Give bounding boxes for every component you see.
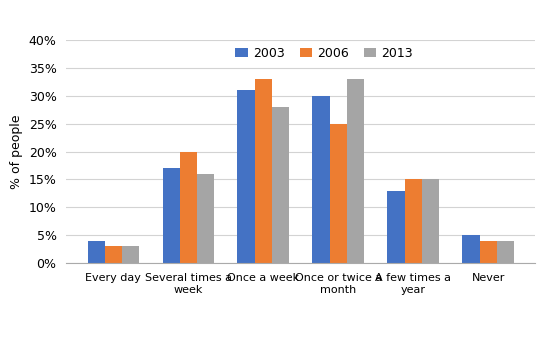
Bar [312, 96, 330, 263]
Bar [162, 168, 180, 263]
Bar [237, 90, 254, 263]
Bar [197, 174, 214, 263]
Legend: 2003, 2006, 2013: 2003, 2006, 2013 [236, 47, 413, 60]
Bar [105, 246, 122, 263]
Bar [388, 190, 405, 263]
Bar [480, 241, 497, 263]
Bar [347, 79, 364, 263]
Bar [330, 124, 347, 263]
Bar [463, 235, 480, 263]
Bar [254, 79, 272, 263]
Bar [497, 241, 514, 263]
Bar [422, 179, 439, 263]
Bar [122, 246, 139, 263]
Bar [180, 152, 197, 263]
Bar [88, 241, 105, 263]
Bar [405, 179, 422, 263]
Bar [272, 107, 289, 263]
Y-axis label: % of people: % of people [10, 114, 23, 189]
